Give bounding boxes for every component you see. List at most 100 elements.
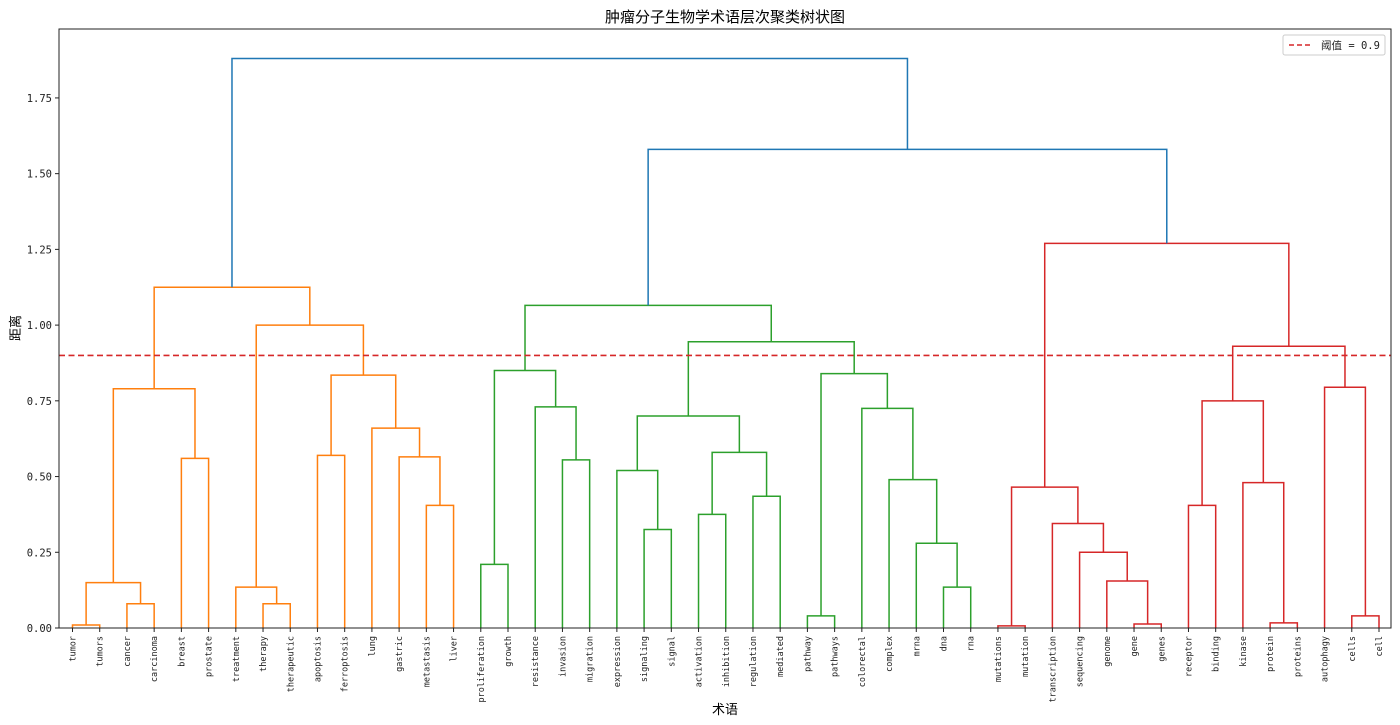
leaf-label: inhibition (722, 636, 732, 687)
dendrogram-link (942, 586, 972, 628)
dendrogram-link (534, 406, 577, 628)
leaf-label: cancer (123, 636, 133, 667)
leaf-label: invasion (558, 636, 568, 677)
dendrogram-link (643, 528, 673, 628)
dendrogram-link (425, 504, 455, 628)
y-tick-label: 0.00 (27, 623, 52, 635)
leaf-label: genome (1103, 636, 1113, 667)
leaf-label: activation (695, 636, 705, 687)
y-tick-label: 1.50 (27, 169, 52, 181)
dendrogram-link (697, 513, 727, 628)
dendrogram-link (1269, 622, 1299, 628)
x-axis-label: 术语 (712, 703, 738, 718)
leaf-label: mediated (776, 636, 786, 677)
leaf-label: prostate (205, 636, 215, 677)
dendrogram-link (647, 148, 1168, 306)
leaf-label: gene (1130, 636, 1140, 656)
leaf-label: signaling (640, 636, 650, 682)
y-tick-label: 1.00 (27, 320, 52, 332)
dendrogram-link (1231, 345, 1346, 401)
leaf-label: migration (586, 636, 596, 682)
dendrogram-link (915, 542, 958, 628)
leaf-label: pathways (831, 636, 841, 677)
leaf-label: mutation (1021, 636, 1031, 677)
dendrogram-link (371, 427, 421, 628)
dendrogram-link (316, 454, 346, 628)
dendrogram-link (1242, 481, 1285, 628)
x-axis: tumor tumors cancer carcinoma breast prostate… (69, 628, 1385, 703)
leaf-label: pathway (803, 636, 813, 672)
leaf-label: sequencing (1076, 636, 1086, 687)
dendrogram-link (480, 563, 509, 628)
dendrogram-link (820, 372, 889, 616)
leaf-label: tumors (96, 636, 106, 667)
leaf-label: dna (940, 636, 950, 651)
leaf-label: tumor (69, 636, 79, 662)
dendrogram-link (806, 615, 836, 628)
dendrogram-link (616, 469, 659, 628)
dendrogram-link (1078, 551, 1128, 628)
chart-title: 肿瘤分子生物学术语层次聚类树状图 (605, 8, 845, 26)
dendrogram-link (687, 341, 855, 416)
y-axis-label: 距离 (8, 315, 24, 341)
dendrogram-link (1187, 504, 1217, 628)
leaf-label: colorectal (858, 636, 868, 687)
leaf-label: cell (1375, 636, 1385, 656)
legend-box (1282, 34, 1386, 56)
leaf-label: genes (1157, 636, 1167, 662)
y-tick-label: 0.25 (27, 547, 52, 559)
leaf-label: proteins (1293, 636, 1303, 677)
leaf-label: resistance (531, 636, 541, 687)
dendrogram-link (1201, 400, 1265, 506)
y-axis: 0.00 0.25 0.50 0.75 1.00 1.25 1.50 1.75 (27, 93, 59, 635)
dendrogram-link (153, 286, 311, 389)
dendrogram-link (711, 451, 768, 515)
y-tick-label: 1.25 (27, 244, 52, 256)
y-tick-label: 0.75 (27, 396, 52, 408)
y-tick-label: 0.50 (27, 472, 52, 484)
leaf-label: breast (177, 636, 187, 667)
dendrogram-link (1323, 386, 1367, 628)
dendrogram-link (1043, 242, 1290, 488)
leaf-label: protein (1266, 636, 1276, 672)
leaf-label: proliferation (477, 636, 487, 703)
leaf-label: mrna (912, 636, 922, 656)
leaf-label: apoptosis (313, 636, 323, 682)
leaf-label: signal (667, 636, 677, 667)
leaf-label: treatment (232, 636, 242, 682)
leaf-label: therapeutic (286, 636, 296, 692)
dendrogram-link (524, 304, 773, 371)
dendrogram-link (861, 407, 914, 628)
leaf-label: kinase (1239, 636, 1249, 667)
leaf-label: carcinoma (150, 636, 160, 682)
leaf-label: gastric (395, 636, 405, 672)
dendrogram-link (888, 478, 938, 628)
dendrogram-link (398, 456, 441, 628)
dendrogram-link (636, 415, 741, 471)
legend-label: 阈值 = 0.9 (1321, 39, 1380, 52)
dendrogram-link (112, 387, 196, 583)
dendrogram-link (493, 369, 557, 565)
dendrogram-link (235, 586, 278, 628)
dendrogram-link (1106, 580, 1149, 628)
dendrogram-link (1133, 623, 1162, 628)
leaf-label: lung (368, 636, 378, 656)
dendrogram-link (561, 459, 591, 628)
dendrogram-link (126, 603, 155, 628)
dendrogram-link (1351, 615, 1380, 628)
y-tick-label: 1.75 (27, 93, 52, 105)
dendrogram-link (262, 603, 291, 628)
plot-frame (58, 28, 1392, 629)
leaf-label: metastasis (422, 636, 432, 687)
dendrogram-link (997, 625, 1026, 628)
leaf-label: expression (613, 636, 623, 687)
leaf-label: ferroptosis (341, 636, 351, 692)
leaf-label: binding (1212, 636, 1222, 672)
dendrogram-link (1051, 522, 1105, 628)
dendrogram-link (231, 57, 909, 288)
leaf-label: cells (1348, 636, 1358, 662)
dendrogram-link (255, 324, 365, 588)
dendrogram-link (330, 374, 397, 456)
leaf-label: regulation (749, 636, 759, 687)
leaf-label: mutations (994, 636, 1004, 682)
